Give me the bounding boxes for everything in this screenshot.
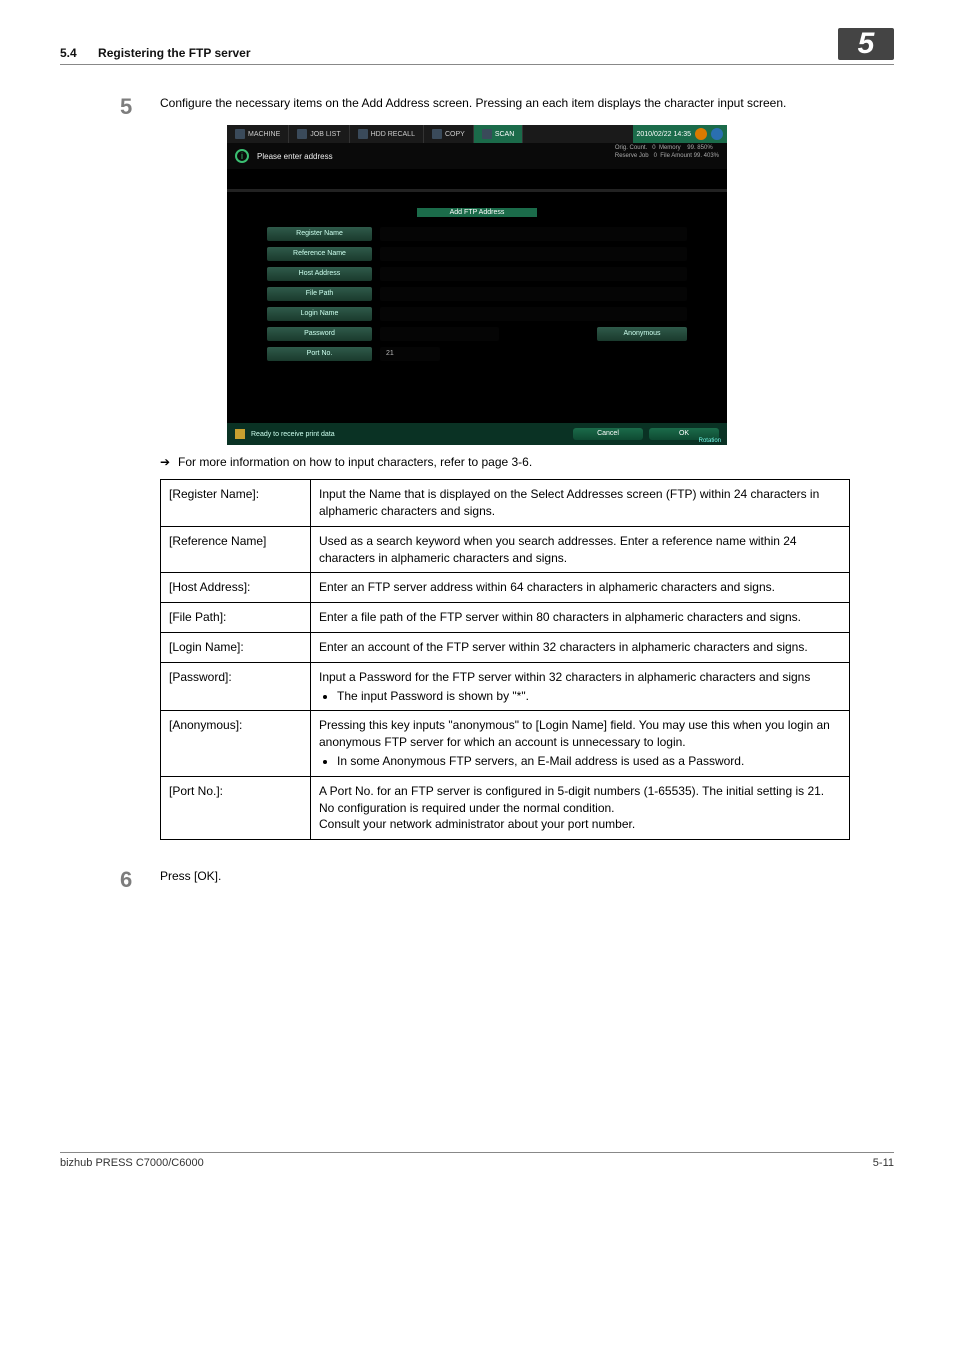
password-input[interactable] bbox=[380, 327, 499, 341]
host-address-input[interactable] bbox=[380, 267, 687, 281]
cell-val: Input a Password for the FTP server with… bbox=[311, 662, 850, 711]
file-path-input[interactable] bbox=[380, 287, 687, 301]
anonymous-button[interactable]: Anonymous bbox=[597, 327, 687, 341]
reference-note: ➔ For more information on how to input c… bbox=[160, 455, 894, 469]
reference-note-text: For more information on how to input cha… bbox=[178, 455, 532, 469]
step-text: Press [OK]. bbox=[160, 868, 894, 892]
password-label[interactable]: Password bbox=[267, 327, 372, 341]
cancel-button[interactable]: Cancel bbox=[573, 428, 643, 440]
host-address-label[interactable]: Host Address bbox=[267, 267, 372, 281]
top-tabs: MACHINE JOB LIST HDD RECALL COPY SCAN 20… bbox=[227, 125, 727, 143]
cell-val: Input the Name that is displayed on the … bbox=[311, 480, 850, 527]
info-icon: i bbox=[235, 149, 249, 163]
add-ftp-address-screenshot: MACHINE JOB LIST HDD RECALL COPY SCAN 20… bbox=[227, 125, 727, 445]
scan-icon bbox=[482, 129, 492, 139]
cell-val: A Port No. for an FTP server is configur… bbox=[311, 776, 850, 839]
product-name: bizhub PRESS C7000/C6000 bbox=[60, 1157, 204, 1169]
status-text: Ready to receive print data bbox=[251, 431, 335, 438]
file-path-label[interactable]: File Path bbox=[267, 287, 372, 301]
panel-title: Add FTP Address bbox=[417, 208, 537, 217]
cell-key: [Reference Name] bbox=[161, 526, 311, 573]
tab-copy[interactable]: COPY bbox=[424, 125, 474, 143]
page-header: 5.4 Registering the FTP server 5 bbox=[60, 0, 894, 64]
bottom-bar: Ready to receive print data Cancel OK Ro… bbox=[227, 423, 727, 445]
cell-val: Pressing this key inputs "anonymous" to … bbox=[311, 711, 850, 776]
login-name-label[interactable]: Login Name bbox=[267, 307, 372, 321]
status-time: 2010/02/22 14:35 bbox=[633, 125, 728, 143]
cell-key: [Login Name]: bbox=[161, 632, 311, 662]
cell-val: Enter an FTP server address within 64 ch… bbox=[311, 573, 850, 603]
step-number: 6 bbox=[120, 868, 160, 892]
page-number: 5-11 bbox=[873, 1157, 894, 1169]
login-name-input[interactable] bbox=[380, 307, 687, 321]
hdd-icon bbox=[358, 129, 368, 139]
step-text: Configure the necessary items on the Add… bbox=[160, 95, 894, 119]
copy-icon bbox=[432, 129, 442, 139]
cell-key: [Register Name]: bbox=[161, 480, 311, 527]
status-circle-orange-icon bbox=[695, 128, 707, 140]
section-heading: 5.4 Registering the FTP server bbox=[60, 46, 251, 60]
header-separator bbox=[60, 64, 894, 65]
mid-band bbox=[227, 189, 727, 192]
printer-status-icon bbox=[235, 429, 245, 439]
cell-key: [Port No.]: bbox=[161, 776, 311, 839]
table-row: [Password]: Input a Password for the FTP… bbox=[161, 662, 850, 711]
register-name-label[interactable]: Register Name bbox=[267, 227, 372, 241]
tab-machine[interactable]: MACHINE bbox=[227, 125, 289, 143]
cell-key: [Password]: bbox=[161, 662, 311, 711]
section-title: Registering the FTP server bbox=[98, 46, 251, 60]
cell-key: [Host Address]: bbox=[161, 573, 311, 603]
cell-val: Used as a search keyword when you search… bbox=[311, 526, 850, 573]
ftp-field-description-table: [Register Name]: Input the Name that is … bbox=[160, 479, 850, 840]
table-row: [File Path]: Enter a file path of the FT… bbox=[161, 603, 850, 633]
step-6: 6 Press [OK]. bbox=[120, 868, 894, 892]
chapter-number-badge: 5 bbox=[838, 28, 894, 60]
table-row: [Anonymous]: Pressing this key inputs "a… bbox=[161, 711, 850, 776]
joblist-icon bbox=[297, 129, 307, 139]
tab-hdd[interactable]: HDD RECALL bbox=[350, 125, 424, 143]
table-row: [Host Address]: Enter an FTP server addr… bbox=[161, 573, 850, 603]
table-row: [Register Name]: Input the Name that is … bbox=[161, 480, 850, 527]
table-row: [Port No.]: A Port No. for an FTP server… bbox=[161, 776, 850, 839]
cell-key: [Anonymous]: bbox=[161, 711, 311, 776]
register-name-input[interactable] bbox=[380, 227, 687, 241]
step-5: 5 Configure the necessary items on the A… bbox=[120, 95, 894, 119]
machine-icon bbox=[235, 129, 245, 139]
section-number: 5.4 bbox=[60, 46, 77, 60]
tab-scan[interactable]: SCAN bbox=[474, 125, 523, 143]
rotation-indicator: Rotation bbox=[699, 438, 721, 444]
table-row: [Reference Name] Used as a search keywor… bbox=[161, 526, 850, 573]
reference-name-input[interactable] bbox=[380, 247, 687, 261]
cell-key: [File Path]: bbox=[161, 603, 311, 633]
step-number: 5 bbox=[120, 95, 160, 119]
page-footer: bizhub PRESS C7000/C6000 5-11 bbox=[60, 1152, 894, 1169]
tab-joblist[interactable]: JOB LIST bbox=[289, 125, 349, 143]
arrow-right-icon: ➔ bbox=[160, 455, 178, 469]
port-no-label[interactable]: Port No. bbox=[267, 347, 372, 361]
reference-name-label[interactable]: Reference Name bbox=[267, 247, 372, 261]
status-circle-blue-icon bbox=[711, 128, 723, 140]
machine-stats: Orig. Count. 0 Memory 99. 850% Reserve J… bbox=[615, 145, 719, 161]
port-no-input[interactable]: 21 bbox=[380, 347, 440, 361]
ftp-form: Register Name Reference Name Host Addres… bbox=[267, 227, 687, 361]
cell-val: Enter a file path of the FTP server with… bbox=[311, 603, 850, 633]
screenshot-wrap: MACHINE JOB LIST HDD RECALL COPY SCAN 20… bbox=[60, 125, 894, 445]
table-row: [Login Name]: Enter an account of the FT… bbox=[161, 632, 850, 662]
cell-val: Enter an account of the FTP server withi… bbox=[311, 632, 850, 662]
